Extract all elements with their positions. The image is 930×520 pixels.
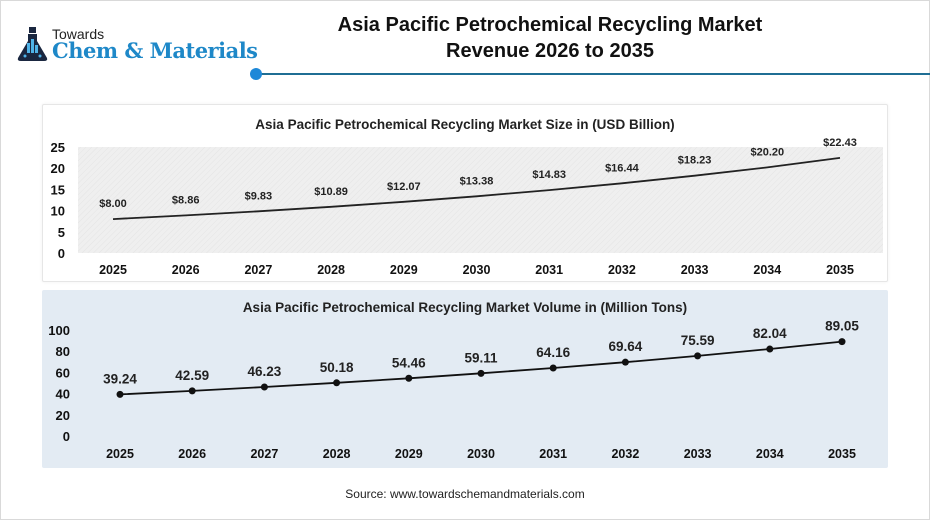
data-point-marker [116, 390, 124, 398]
y-tick-label: 20 [56, 408, 70, 423]
data-label: 82.04 [753, 326, 787, 341]
y-tick-label: 60 [56, 365, 70, 380]
x-tick-label: 2033 [681, 263, 709, 277]
x-tick-label: 2034 [756, 447, 784, 461]
x-tick-label: 2035 [826, 263, 854, 277]
y-tick-label: 80 [56, 344, 70, 359]
x-tick-label: 2030 [467, 447, 495, 461]
data-label: $8.00 [99, 198, 127, 210]
y-tick-label: 20 [51, 161, 65, 176]
x-tick-label: 2031 [539, 447, 567, 461]
data-label: $20.20 [750, 146, 784, 158]
data-label: $9.83 [245, 190, 273, 202]
data-label: 39.24 [103, 371, 137, 386]
x-tick-label: 2029 [390, 263, 418, 277]
data-label: 50.18 [320, 360, 354, 375]
data-label: 89.05 [825, 319, 859, 334]
x-tick-label: 2031 [535, 263, 563, 277]
brand-logo: Towards Chem & Materials [16, 22, 258, 66]
x-tick-label: 2026 [172, 263, 200, 277]
x-tick-label: 2030 [463, 263, 491, 277]
x-tick-label: 2025 [106, 447, 134, 461]
market-volume-line-chart: 0 20 40 60 80 100 2025 2026 2027 2028 2029 2030 2031… [48, 319, 859, 461]
y-tick-label: 5 [58, 225, 65, 240]
data-point-marker [333, 379, 341, 387]
y-tick-label: 25 [51, 140, 65, 155]
header-divider-dot [250, 68, 262, 80]
page-title-line-2: Revenue 2026 to 2035 [446, 40, 654, 62]
data-label: 54.46 [392, 355, 426, 370]
data-label: 46.23 [248, 364, 282, 379]
page-title: Asia Pacific Petrochemical Recycling Mar… [300, 12, 800, 64]
data-label: $22.43 [823, 137, 857, 149]
data-point-marker [621, 358, 629, 366]
x-tick-label: 2028 [323, 447, 351, 461]
y-tick-label: 0 [58, 246, 65, 261]
data-point-marker [260, 383, 268, 391]
data-label: $10.89 [314, 186, 348, 198]
x-tick-label: 2032 [608, 263, 636, 277]
x-tick-label: 2027 [250, 447, 278, 461]
data-label: $12.07 [387, 181, 421, 193]
data-label: $16.44 [605, 162, 640, 174]
logo-text-brand: Chem & Materials [52, 38, 258, 63]
data-point-marker [694, 352, 702, 360]
logo-text-towards: Towards [52, 26, 105, 42]
data-point-marker [549, 364, 557, 372]
data-label: 69.64 [609, 339, 643, 354]
data-point-marker [477, 369, 485, 377]
y-tick-label: 15 [51, 182, 65, 197]
x-tick-label: 2028 [317, 263, 345, 277]
x-tick-label: 2033 [684, 447, 712, 461]
market-volume-chart-panel: Asia Pacific Petrochemical Recycling Mar… [42, 290, 888, 468]
x-tick-label: 2026 [178, 447, 206, 461]
data-label: $18.23 [678, 155, 712, 167]
data-label: 75.59 [681, 333, 715, 348]
flask-icon [17, 27, 48, 61]
series-line [112, 157, 841, 220]
x-tick-label: 2034 [753, 263, 781, 277]
x-tick-label: 2032 [611, 447, 639, 461]
x-tick-label: 2027 [244, 263, 272, 277]
x-tick-label: 2029 [395, 447, 423, 461]
y-tick-label: 10 [51, 204, 65, 219]
x-tick-label: 2025 [99, 263, 127, 277]
source-citation: Source: www.towardschemandmaterials.com [345, 487, 585, 501]
market-volume-chart-title: Asia Pacific Petrochemical Recycling Mar… [242, 300, 688, 315]
data-label: $8.86 [172, 194, 200, 206]
y-tick-label: 100 [48, 323, 70, 338]
x-tick-label: 2035 [828, 447, 856, 461]
data-point-marker [188, 387, 196, 395]
market-size-chart-title: Asia Pacific Petrochemical Recycling Mar… [255, 117, 675, 132]
plot-area [78, 147, 883, 253]
data-label: $13.38 [460, 175, 494, 187]
data-label: $14.83 [532, 169, 566, 181]
data-label: 64.16 [536, 345, 570, 360]
page-title-line-1: Asia Pacific Petrochemical Recycling Mar… [337, 14, 763, 36]
header-divider [258, 73, 930, 75]
data-label: 42.59 [175, 368, 209, 383]
y-tick-label: 0 [63, 429, 70, 444]
data-point-marker [838, 338, 846, 346]
y-tick-label: 40 [56, 387, 70, 402]
market-size-chart-panel: Asia Pacific Petrochemical Recycling Mar… [42, 104, 888, 282]
data-point-marker [405, 374, 413, 382]
data-point-marker [766, 345, 774, 353]
data-label: 59.11 [464, 350, 498, 365]
